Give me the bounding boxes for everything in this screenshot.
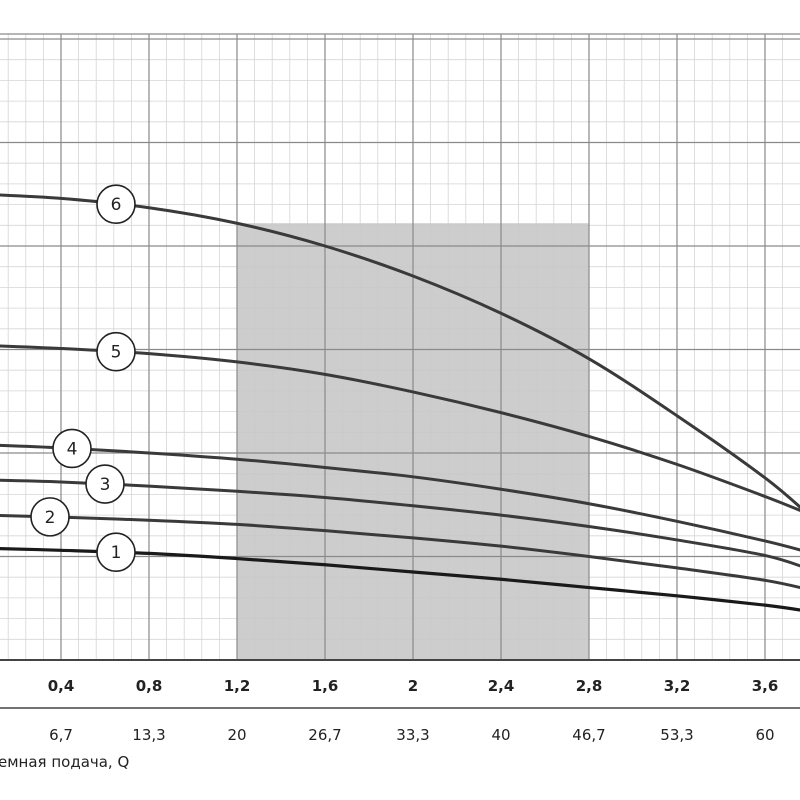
x-tick-label-top: 3,6 bbox=[752, 677, 779, 695]
series-2-marker bbox=[30, 497, 70, 537]
series-3-marker bbox=[85, 464, 125, 504]
x-tick-label-bottom: 33,3 bbox=[396, 726, 429, 744]
x-tick-label-bottom: 20 bbox=[227, 726, 246, 744]
series-1-label: 1 bbox=[111, 543, 122, 563]
series-2-line bbox=[0, 514, 800, 590]
x-tick-label-bottom: 26,7 bbox=[308, 726, 341, 744]
x-tick-label-bottom: 60 bbox=[755, 726, 774, 744]
series-4-line bbox=[0, 443, 800, 552]
x-tick-label-bottom: 6,7 bbox=[49, 726, 73, 744]
series-4-marker bbox=[52, 428, 92, 469]
x-tick-label-top: 0,4 bbox=[48, 677, 75, 695]
series-2-label: 2 bbox=[45, 508, 56, 528]
tick-label-layer: 0,4 6,7 0,8 13,3 1,2 20 1,6 26,7 2 33,3 2,4 40 2,8 46… bbox=[48, 677, 779, 744]
x-axis-title: емная подача, Q bbox=[0, 753, 129, 771]
series-6-label: 6 bbox=[111, 195, 122, 215]
x-tick-label-top: 3,2 bbox=[664, 677, 691, 695]
series-5-label: 5 bbox=[111, 343, 122, 363]
x-tick-label-bottom: 13,3 bbox=[132, 726, 165, 744]
series-1-marker bbox=[96, 532, 136, 573]
x-tick-label-bottom: 46,7 bbox=[572, 726, 605, 744]
x-tick-label-top: 0,8 bbox=[136, 677, 163, 695]
major-grid bbox=[0, 33, 800, 709]
x-tick-label-top: 2,4 bbox=[488, 677, 515, 695]
series-3-line bbox=[0, 478, 800, 568]
x-tick-label-bottom: 40 bbox=[491, 726, 510, 744]
x-tick-label-top: 2 bbox=[408, 677, 418, 695]
curve-label-layer: 1 2 3 4 5 6 bbox=[30, 184, 136, 573]
x-tick-label-top: 1,2 bbox=[224, 677, 251, 695]
x-tick-label-top: 2,8 bbox=[576, 677, 603, 695]
series-5-marker bbox=[96, 331, 136, 372]
x-tick-label-top: 1,6 bbox=[312, 677, 339, 695]
x-tick-label-bottom: 53,3 bbox=[660, 726, 693, 744]
series-3-label: 3 bbox=[100, 475, 111, 495]
series-6-marker bbox=[96, 184, 136, 225]
series-4-label: 4 bbox=[67, 439, 78, 459]
